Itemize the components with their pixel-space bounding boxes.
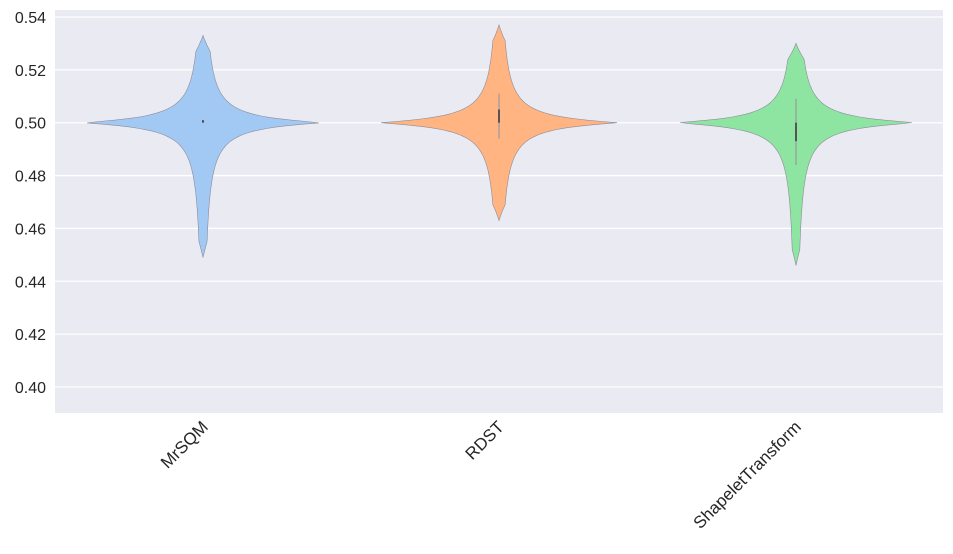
y-tick-label: 0.44: [15, 274, 46, 291]
y-tick-label: 0.52: [15, 63, 46, 80]
violin-mrsqm: [87, 34, 319, 258]
y-tick-label: 0.54: [15, 10, 46, 27]
y-tick-label: 0.46: [15, 221, 46, 238]
y-tick-label: 0.42: [15, 327, 46, 344]
y-tick-label: 0.48: [15, 169, 46, 186]
x-tick-label-mrsqm: MrSQM: [157, 417, 212, 472]
x-tick-label-rdst: RDST: [462, 417, 508, 463]
y-tick-label: 0.40: [15, 380, 46, 397]
y-axis-ticks: 0.40 0.42 0.44 0.46 0.48 0.50 0.52 0.54: [15, 10, 46, 397]
y-tick-label: 0.50: [15, 116, 46, 133]
x-tick-label-shapelettransform: ShapeletTransform: [690, 417, 805, 532]
violins: [87, 23, 912, 266]
x-axis-ticks: MrSQM RDST ShapeletTransform: [157, 417, 805, 532]
